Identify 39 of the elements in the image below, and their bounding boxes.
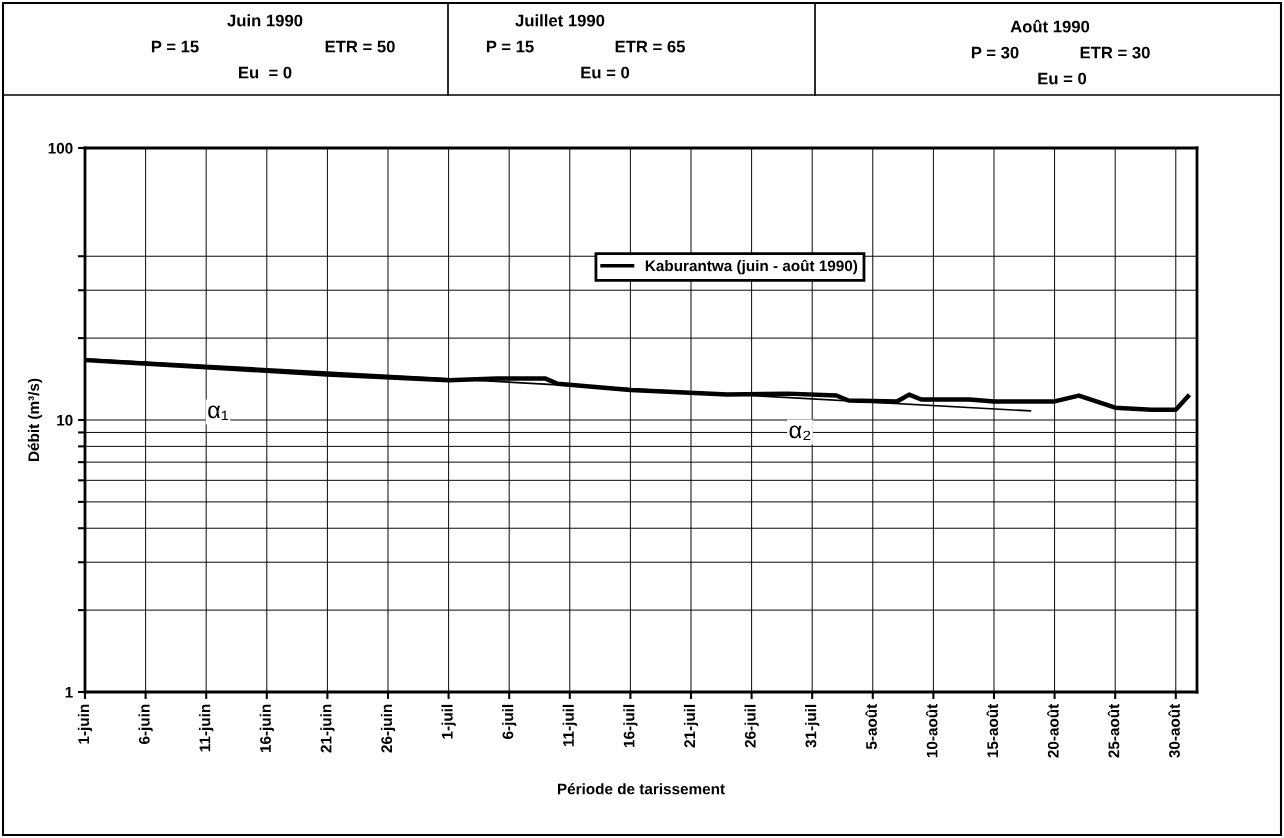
x-tick-label: 20-août <box>1047 703 1059 758</box>
x-tick-label: 26-juin <box>380 704 396 753</box>
x-tick-label: 6-juin <box>138 704 153 744</box>
text: ETR = 65 <box>615 40 685 53</box>
text: ETR = 50 <box>325 40 395 53</box>
legend-label: Kaburantwa (juin - août 1990) <box>645 259 858 275</box>
text: Eu = 0 <box>581 66 630 79</box>
x-tick-label: 11-juin <box>199 704 214 752</box>
x-tick-label: 16-juin <box>259 704 274 753</box>
x-tick-label: 5-août <box>865 703 877 750</box>
x-tick-label: 26-juil <box>744 704 759 748</box>
x-tick-label: 21-juin <box>320 704 335 753</box>
text: Juin 1990 <box>227 14 303 27</box>
x-tick-label: 31-juil <box>805 704 820 748</box>
x-tick-label: 30-août <box>1168 703 1180 758</box>
y-axis-title: Débit (m³/s) <box>27 378 43 461</box>
x-tick-label: 16-juil <box>623 704 638 747</box>
text: Eu = 0 <box>1038 72 1087 85</box>
annotation: α₂ <box>789 425 811 441</box>
y-tick-label: 100 <box>48 142 73 154</box>
text: P = 30 <box>971 46 1019 59</box>
text: Août 1990 <box>1010 19 1090 33</box>
x-tick-label: 25-août <box>1107 703 1120 758</box>
x-tick-label: 1-juil <box>441 704 456 739</box>
y-tick-label: 1 <box>65 687 73 698</box>
text: P = 15 <box>151 40 199 53</box>
x-tick-label: 1-juin <box>77 704 93 744</box>
text: P = 15 <box>486 40 534 53</box>
x-tick-label: 15-août <box>986 703 999 758</box>
x-tick-label: 21-juil <box>683 704 699 748</box>
text: Eu = 0 <box>239 66 292 79</box>
x-axis-title: Période de tarissement <box>557 783 725 795</box>
text: ETR = 30 <box>1080 46 1150 59</box>
x-tick-label: 11-juil <box>562 704 577 747</box>
annotation: α₁ <box>208 405 229 421</box>
x-tick-label: 6-juil <box>502 704 517 739</box>
text: Juillet 1990 <box>515 14 605 27</box>
y-tick-label: 10 <box>57 414 73 426</box>
x-tick-label: 10-août <box>925 703 938 758</box>
